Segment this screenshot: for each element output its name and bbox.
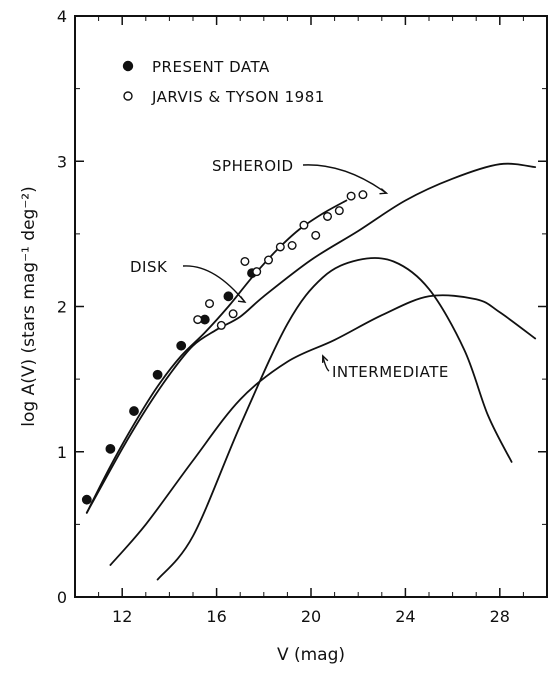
annotation-leader-disk	[182, 265, 246, 303]
curve-annotations: SPHEROID DISK INTERMEDIATE	[130, 157, 449, 381]
annotation-intermediate: INTERMEDIATE	[332, 363, 449, 381]
legend-marker-jarvis-tyson	[123, 91, 133, 101]
filled-point	[152, 369, 163, 380]
legend-label-jarvis-tyson: JARVIS & TYSON 1981	[151, 88, 325, 106]
y-tick-label: 1	[57, 443, 67, 462]
annotation-disk: DISK	[130, 258, 168, 276]
open-point	[240, 256, 250, 266]
annotation-arrowhead-intermediate	[322, 354, 329, 363]
x-axis-title: V (mag)	[277, 645, 345, 665]
legend: PRESENT DATA JARVIS & TYSON 1981	[122, 58, 325, 106]
filled-point	[129, 406, 139, 416]
y-tick-label: 2	[57, 298, 67, 317]
filled-point	[105, 443, 116, 454]
x-tick-label: 20	[301, 607, 321, 626]
annotation-spheroid: SPHEROID	[212, 157, 294, 175]
open-point	[252, 267, 262, 277]
annotation-leader-spheroid	[302, 164, 387, 194]
annotation-arrowhead-spheroid	[379, 188, 389, 195]
open-point	[275, 242, 285, 252]
curve-disk	[85, 162, 537, 514]
curve-spheroid	[109, 294, 537, 566]
open-point	[264, 255, 274, 265]
open-point	[358, 190, 368, 200]
filled-point	[81, 494, 92, 505]
open-point	[228, 309, 238, 319]
y-tick-label: 3	[57, 152, 67, 171]
open-point	[311, 230, 321, 240]
y-tick-label: 4	[57, 7, 67, 26]
open-point	[287, 240, 297, 250]
filled-point	[223, 291, 234, 302]
open-point	[193, 315, 203, 325]
open-point	[346, 191, 356, 201]
annotation-arrowhead-disk	[237, 296, 247, 304]
curve-total	[85, 199, 348, 514]
open-point	[205, 299, 215, 309]
open-point	[323, 211, 333, 221]
data-points	[81, 190, 368, 505]
filled-point	[176, 340, 187, 351]
y-axis-title: log A(V) (stars mag⁻¹ deg⁻²)	[19, 186, 39, 427]
open-point	[334, 206, 344, 216]
y-tick-label: 0	[57, 588, 67, 607]
x-tick-label: 28	[490, 607, 510, 626]
x-tick-label: 24	[395, 607, 415, 626]
curve-intermediate	[156, 257, 513, 581]
legend-marker-present-data	[122, 60, 134, 72]
axis-ticks	[74, 15, 548, 598]
x-tick-label: 16	[206, 607, 226, 626]
legend-label-present-data: PRESENT DATA	[152, 58, 270, 76]
open-point	[299, 220, 309, 230]
open-point	[216, 320, 226, 330]
x-tick-label: 12	[112, 607, 132, 626]
